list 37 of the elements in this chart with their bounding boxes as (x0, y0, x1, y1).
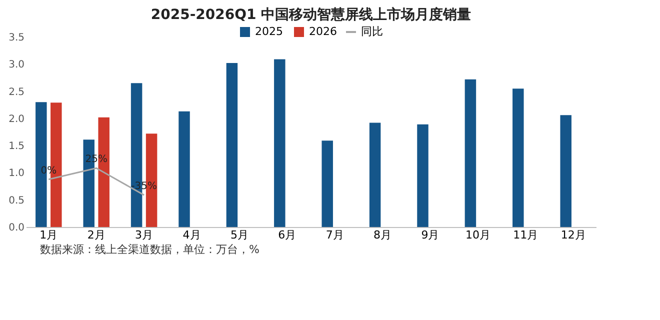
y-tick-label: 1.0 (8, 168, 24, 180)
x-tick-label: 8月 (374, 228, 392, 242)
y-tick-label: 3.5 (8, 32, 24, 44)
y-tick-label: 2.5 (8, 86, 24, 98)
y-tick-label: 0.5 (8, 195, 24, 206)
bar (274, 59, 286, 227)
y-tick-label: 3.0 (8, 60, 24, 71)
y-tick-label: 1.5 (8, 141, 24, 152)
x-tick-label: 5月 (230, 228, 248, 242)
x-tick-label: 2月 (87, 228, 106, 242)
bar (464, 79, 476, 227)
x-tick-label: 7月 (326, 228, 344, 242)
x-tick-label: 1月 (40, 228, 58, 242)
x-tick-label: 11月 (513, 228, 538, 242)
x-tick-label: 12月 (560, 228, 586, 242)
bar (560, 115, 572, 227)
bar (178, 111, 190, 227)
bar (512, 88, 524, 227)
data-label: 25% (85, 154, 108, 166)
data-label: -35% (131, 181, 157, 192)
source-note: 数据来源：线上全渠道数据，单位：万台，% (40, 242, 260, 257)
y-tick-label: 0.0 (8, 222, 24, 234)
x-tick-label: 3月 (135, 228, 154, 242)
x-tick-label: 4月 (182, 228, 201, 242)
chart-title: 2025-2026Q1 中国移动智慧屏线上市场月度销量 (150, 6, 472, 23)
legend-label: 2026 (309, 25, 337, 38)
legend-label: 同比 (361, 25, 383, 38)
bar (369, 122, 381, 227)
legend-label: 2025 (255, 25, 283, 38)
x-tick-label: 10月 (465, 228, 490, 242)
x-tick-label: 6月 (278, 228, 296, 242)
bar (322, 140, 333, 227)
y-tick-label: 2.0 (8, 114, 24, 125)
bar (226, 63, 238, 227)
bar (417, 124, 428, 227)
data-label: 0% (40, 165, 57, 176)
x-tick-label: 9月 (421, 228, 440, 242)
